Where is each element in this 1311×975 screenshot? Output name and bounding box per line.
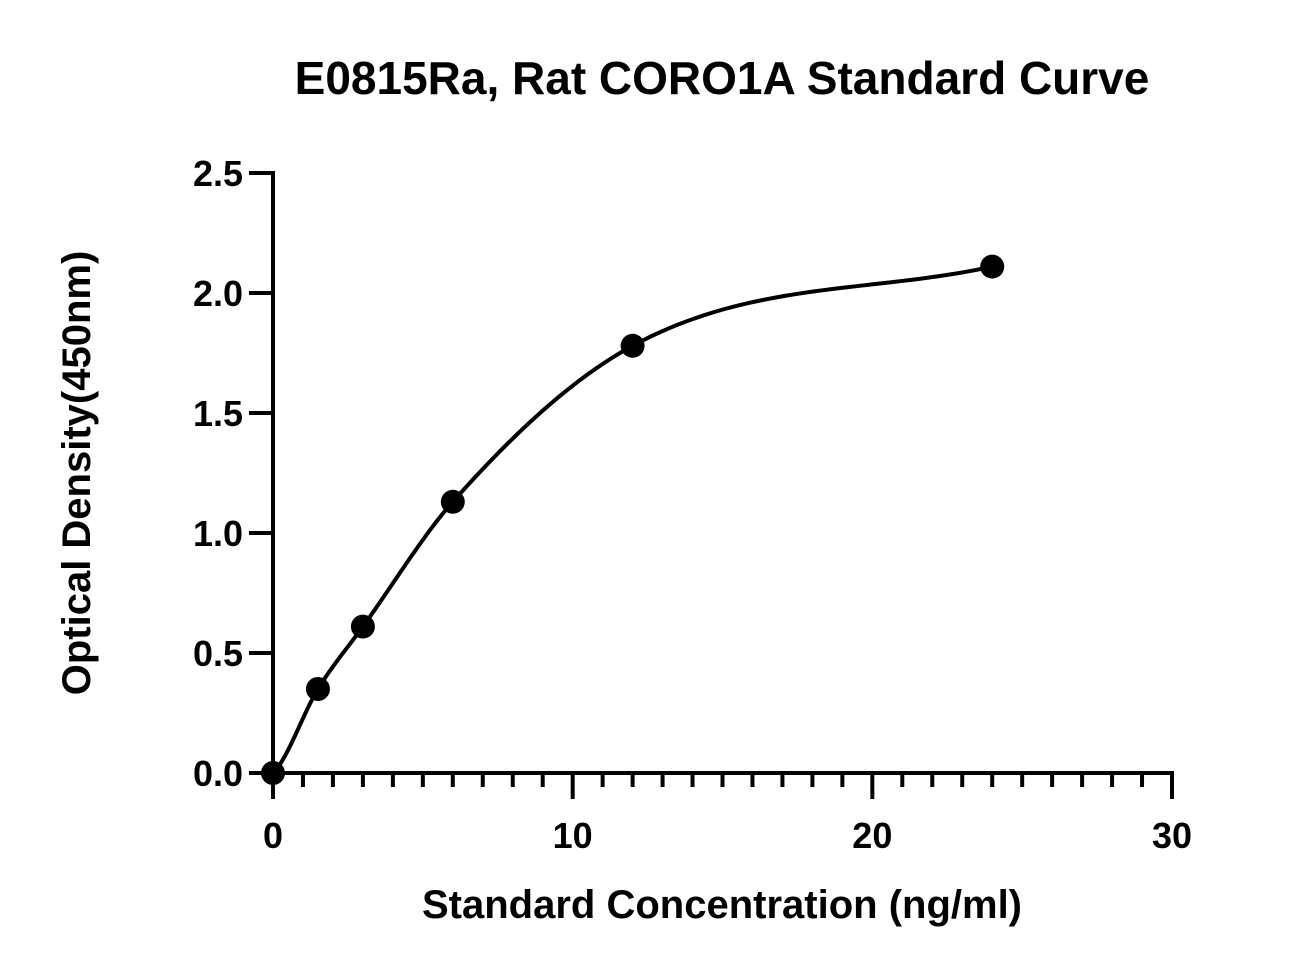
fit-curve xyxy=(271,264,993,775)
chart-title: E0815Ra, Rat CORO1A Standard Curve xyxy=(295,52,1150,104)
data-points xyxy=(261,254,1005,785)
ticks: 0.0 0.5 1.0 1.5 2.0 2.5 0 10 20 30 xyxy=(193,153,1192,856)
data-point xyxy=(305,677,330,701)
y-tick-label: 1.5 xyxy=(193,393,243,434)
data-point xyxy=(620,333,645,358)
x-tick-label: 20 xyxy=(852,815,892,856)
x-axis-label: Standard Concentration (ng/ml) xyxy=(422,883,1022,927)
x-tick-label: 30 xyxy=(1152,815,1192,856)
axes xyxy=(271,171,1174,775)
x-tick-label: 10 xyxy=(553,815,593,856)
y-tick-label: 0.5 xyxy=(193,633,243,674)
y-tick-label: 1.0 xyxy=(193,513,243,554)
y-axis-label: Optical Density(450nm) xyxy=(55,251,99,696)
data-point xyxy=(350,614,375,639)
data-point xyxy=(980,254,1005,279)
data-point xyxy=(261,761,285,785)
data-point xyxy=(440,489,465,514)
fit-curve-layer xyxy=(271,264,993,775)
y-tick-label: 2.0 xyxy=(193,273,243,314)
y-tick-label: 2.5 xyxy=(193,153,243,194)
x-tick-label: 0 xyxy=(263,815,283,856)
y-tick-label: 0.0 xyxy=(193,753,243,794)
